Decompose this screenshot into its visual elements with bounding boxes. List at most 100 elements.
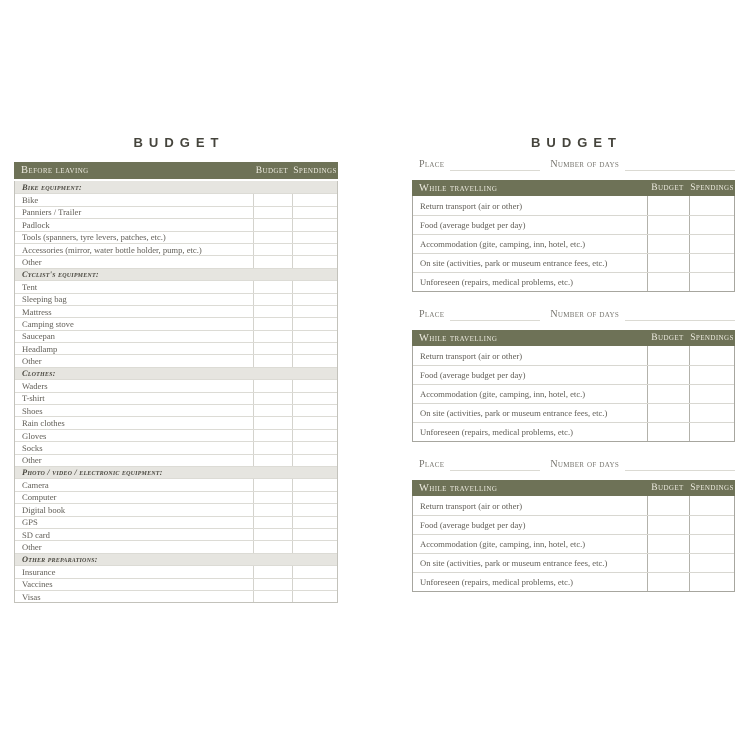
item-label: Camping stove <box>22 318 74 329</box>
days-fill-line <box>625 309 735 321</box>
item-label: Gloves <box>22 430 47 441</box>
item-label: Return transport (air or other) <box>420 350 523 361</box>
budget-cell <box>647 254 689 272</box>
budget-cell <box>253 206 292 219</box>
budget-cell <box>253 293 292 305</box>
spendings-cell <box>292 293 337 305</box>
spendings-cell <box>292 442 337 454</box>
section-header-row: Photo / video / electronic equipment: <box>15 465 337 479</box>
item-label: Food (average budget per day) <box>420 520 526 530</box>
while-travelling-body: Return transport (air or other) Food (ave… <box>412 496 735 592</box>
days-fill-line <box>625 459 735 471</box>
spendings-cell <box>292 231 337 243</box>
item-label: Rain clothes <box>22 418 65 429</box>
item-row: Accommodation (gite, camping, inn, hotel… <box>413 234 734 253</box>
section-label: Photo / video / electronic equipment: <box>22 468 163 478</box>
spendings-cell <box>292 405 337 417</box>
item-label: Return transport (air or other) <box>420 200 523 211</box>
section-header-row: Other preparations: <box>15 552 337 566</box>
item-label: Vaccines <box>22 579 53 590</box>
item-label: Other <box>22 257 42 268</box>
while-travelling-body: Return transport (air or other) Food (ave… <box>412 346 735 442</box>
left-page-title: BUDGET <box>133 135 225 150</box>
item-row: Accommodation (gite, camping, inn, hotel… <box>413 384 734 403</box>
spendings-cell <box>292 256 337 268</box>
item-row: Bike <box>15 193 337 206</box>
item-label: Accommodation (gite, camping, inn, hotel… <box>420 389 586 399</box>
item-row: Panniers / Trailer <box>15 205 337 219</box>
spendings-cell <box>292 281 337 293</box>
spendings-column-header: Spendings <box>690 183 734 193</box>
while-travelling-blocks: Place Number of days While travelling Budge… <box>412 158 735 592</box>
budget-cell <box>253 194 292 206</box>
spendings-cell <box>292 392 337 405</box>
item-row: Gloves <box>15 428 337 442</box>
before-leaving-header-bar: Before leaving Budget Spendings <box>14 162 338 179</box>
budget-cell <box>647 404 689 422</box>
budget-column-header: Budget <box>651 483 684 493</box>
budget-column-header: Budget <box>255 165 289 176</box>
number-of-days-label: Number of days <box>550 459 620 470</box>
spendings-column-header: Spendings <box>293 165 337 176</box>
item-label: Shoes <box>22 405 43 416</box>
budget-cell <box>647 273 689 291</box>
item-label: Visas <box>22 591 41 602</box>
item-row: Return transport (air or other) <box>413 346 734 365</box>
spendings-cell <box>292 219 337 231</box>
while-travelling-title: While travelling <box>419 182 498 194</box>
item-row: Visas <box>15 589 337 603</box>
item-label: SD card <box>22 529 50 540</box>
item-row: Food (average budget per day) <box>413 515 734 534</box>
item-label: Food (average budget per day) <box>420 220 526 230</box>
spendings-cell <box>689 254 734 272</box>
item-label: On site (activities, park or museum entr… <box>420 408 608 418</box>
spendings-cell <box>292 454 337 466</box>
item-row: On site (activities, park or museum entr… <box>413 553 734 572</box>
item-label: Sleeping bag <box>22 294 67 305</box>
item-row: Socks <box>15 441 337 454</box>
item-row: Saucepan <box>15 329 337 343</box>
budget-cell <box>253 305 292 318</box>
item-row: Camping stove <box>15 317 337 330</box>
spendings-cell <box>689 346 734 365</box>
item-label: Unforeseen (repairs, medical problems, e… <box>420 577 573 587</box>
item-row: Vaccines <box>15 577 337 590</box>
spendings-cell <box>689 516 734 534</box>
item-label: Return transport (air or other) <box>420 500 523 511</box>
budget-cell <box>253 491 292 504</box>
budget-cell <box>253 454 292 466</box>
place-fill-line <box>450 459 541 471</box>
while-travelling-header-bar: While travelling Budget Spendings <box>412 180 735 196</box>
item-row: Camera <box>15 478 337 491</box>
item-label: Tent <box>22 281 38 292</box>
budget-cell <box>253 504 292 516</box>
item-label: Mattress <box>22 306 52 317</box>
travel-block: Place Number of days While travelling Budge… <box>412 308 735 442</box>
item-row: Digital book <box>15 503 337 516</box>
budget-cell <box>253 442 292 454</box>
budget-cell <box>253 380 292 392</box>
left-page: BUDGET Before leaving Budget Spendings B… <box>14 135 338 604</box>
spendings-cell <box>292 380 337 392</box>
spendings-cell <box>292 491 337 504</box>
item-label: Unforeseen (repairs, medical problems, e… <box>420 427 573 437</box>
before-leaving-body: Bike equipment: Bike Panniers / Trailer Pad… <box>14 181 338 604</box>
spendings-cell <box>689 573 734 591</box>
item-row: Food (average budget per day) <box>413 365 734 384</box>
item-row: Mattress <box>15 304 337 318</box>
spendings-cell <box>292 578 337 590</box>
spendings-cell <box>689 535 734 553</box>
spendings-cell <box>689 216 734 234</box>
item-row: Computer <box>15 490 337 504</box>
section-label: Bike equipment: <box>22 182 82 192</box>
item-label: On site (activities, park or museum entr… <box>420 558 608 568</box>
spendings-cell <box>292 528 337 541</box>
item-row: Shoes <box>15 404 337 417</box>
item-row: Return transport (air or other) <box>413 496 734 515</box>
budget-cell <box>647 573 689 591</box>
budget-cell <box>647 235 689 253</box>
before-leaving-title: Before leaving <box>21 165 89 176</box>
item-row: Unforeseen (repairs, medical problems, e… <box>413 422 734 441</box>
item-row: Other <box>15 255 337 268</box>
